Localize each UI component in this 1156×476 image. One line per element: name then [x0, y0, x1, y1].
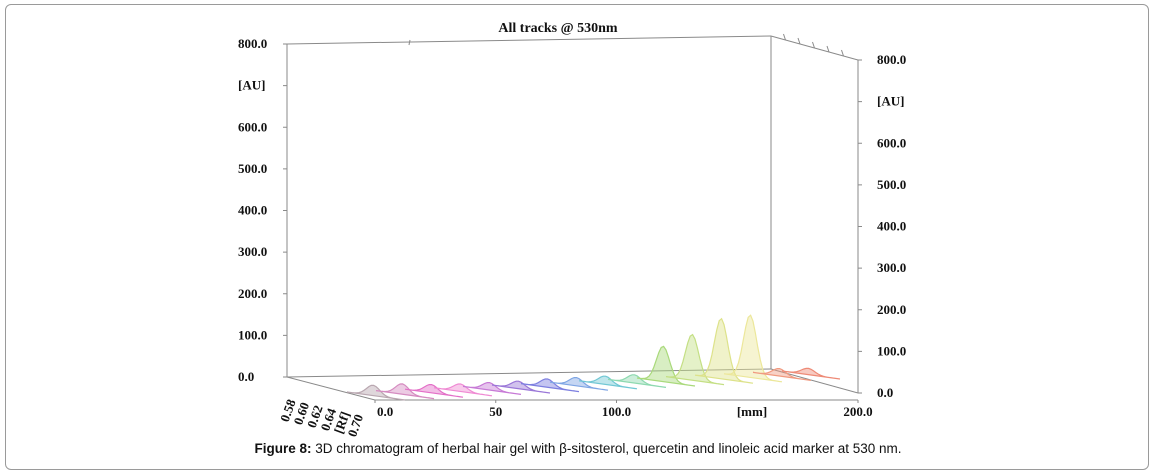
chart-title: All tracks @ 530nm	[498, 21, 618, 36]
right-axis-tick-label: 600.0	[877, 135, 906, 150]
depth-axis: 0.580.600.620.64[Rf]0.70	[277, 397, 366, 439]
figure-frame	[5, 4, 1149, 470]
floor-right-edge	[770, 368, 859, 394]
left-axis-tick-label: 800.0	[238, 36, 267, 51]
left-axis-tick-label: 200.0	[238, 286, 267, 301]
x-axis-tick-label: 0.0	[377, 404, 393, 419]
chart-box	[286, 33, 859, 401]
floor-left-edge	[286, 376, 376, 401]
x-axis-unit: [mm]	[737, 404, 767, 419]
right-axis-tick-label: 400.0	[877, 219, 906, 234]
depth-axis-tick-label: 0.70	[344, 412, 366, 439]
x-axis: 0.0 50 100.0 200.0 [mm]	[374, 400, 873, 419]
chart-tracks	[346, 314, 841, 401]
track-peak	[694, 317, 754, 384]
top-edge-tick	[826, 45, 830, 53]
x-axis-tick-label: 100.0	[602, 404, 631, 419]
track-peak	[578, 375, 638, 390]
right-axis-tick-label: 200.0	[877, 302, 906, 317]
track-peak	[665, 333, 725, 386]
depth-axis-tick-label: 0.64	[317, 406, 339, 433]
left-axis: 800.0 600.0 500.0 400.0 300.0 200.0 100.0 0.0 [A…	[238, 36, 288, 384]
figure-caption: Figure 8: 3D chromatogram of herbal hair…	[0, 441, 1156, 456]
left-axis-tick-label: 300.0	[238, 244, 267, 259]
track-peak	[549, 377, 609, 391]
depth-axis-unit: [Rf]	[331, 409, 353, 435]
track-peak	[375, 383, 435, 400]
top-edge-tick	[812, 41, 815, 49]
depth-axis-tick-label: 0.62	[304, 403, 326, 430]
left-axis-tick-label: 100.0	[238, 327, 267, 342]
caption-text: 3D chromatogram of herbal hair gel with …	[311, 441, 902, 456]
left-axis-tick-label: 600.0	[238, 119, 267, 134]
track-peak	[636, 345, 696, 387]
chromatogram-3d-chart: 800.0600.0500.0400.0300.0200.0100.00.0[A…	[238, 21, 906, 439]
caption-label: Figure 8:	[254, 441, 312, 456]
top-edge-tick	[797, 37, 801, 45]
right-axis-tick-label: 100.0	[877, 343, 906, 358]
left-axis-tick-label: 400.0	[238, 203, 267, 218]
track-peak	[404, 384, 464, 398]
top-edge-tick	[841, 49, 844, 57]
back-bottom-edge	[286, 368, 772, 378]
track-peak	[462, 382, 522, 395]
right-axis-tick-label: 800.0	[877, 52, 906, 67]
left-axis-unit: [AU]	[238, 78, 265, 93]
right-axis-tick-label: 500.0	[877, 177, 906, 192]
right-axis-unit: [AU]	[877, 94, 904, 109]
top-edge-tick	[408, 39, 411, 46]
track-peak	[520, 378, 580, 393]
track-peak	[433, 383, 493, 397]
top-edge-tick	[783, 33, 786, 41]
right-axis-tick-label: 0.0	[877, 385, 893, 400]
track-peak	[752, 368, 812, 381]
track-peak	[346, 384, 406, 401]
track-peak	[723, 314, 783, 383]
track-peak	[607, 374, 667, 388]
track-peak	[491, 380, 551, 394]
depth-axis-tick-label: 0.60	[290, 400, 312, 427]
depth-axis-tick-label: 0.58	[277, 397, 299, 424]
right-axis: 800.0 600.0 500.0 400.0 300.0 200.0 100.0 0.0 [A…	[857, 52, 906, 400]
left-axis-tick-label: 0.0	[238, 369, 254, 384]
back-top-edge	[286, 35, 772, 45]
left-axis-tick-label: 500.0	[238, 161, 267, 176]
track-peak	[781, 367, 841, 380]
x-axis-tick-label: 200.0	[843, 404, 872, 419]
right-axis-tick-label: 300.0	[877, 260, 906, 275]
x-axis-tick-label: 50	[489, 404, 502, 419]
